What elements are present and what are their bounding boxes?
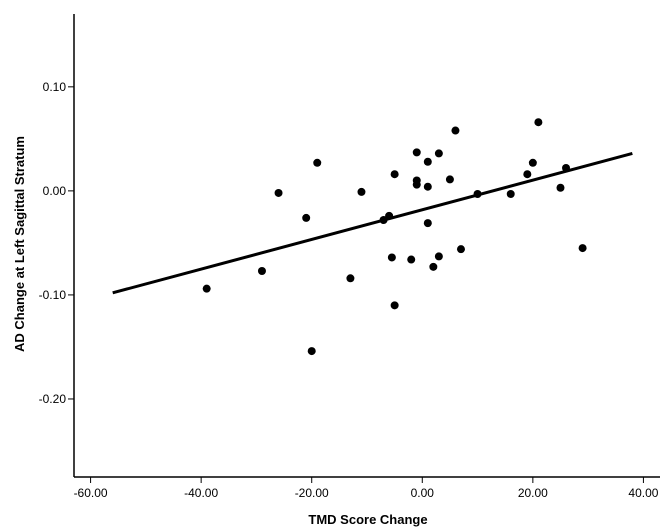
- data-point: [445, 175, 454, 184]
- data-point: [528, 158, 537, 167]
- x-tick-label: 40.00: [628, 486, 658, 500]
- data-point: [307, 347, 316, 356]
- plot-layer: -60.00 -40.00 -20.00 0.00 20.00 40.00 -0.20 -0.…: [39, 80, 659, 500]
- x-tick-label: 20.00: [518, 486, 548, 500]
- data-point: [534, 118, 543, 127]
- data-point: [412, 148, 421, 157]
- data-point: [387, 253, 396, 262]
- y-tick-label: 0.10: [43, 80, 67, 94]
- data-point: [390, 301, 399, 310]
- data-point: [390, 170, 399, 179]
- data-point: [202, 284, 211, 293]
- x-tick-label: -60.00: [74, 486, 108, 500]
- data-point: [313, 158, 322, 167]
- regression-line: [112, 151, 633, 295]
- y-tick-label: -0.20: [39, 392, 67, 406]
- data-point: [578, 244, 587, 253]
- data-point: [385, 211, 394, 220]
- data-point: [473, 189, 482, 198]
- data-point: [429, 262, 438, 271]
- data-point: [523, 170, 532, 179]
- data-point: [346, 274, 355, 283]
- data-point: [506, 189, 515, 198]
- data-point: [423, 157, 432, 166]
- data-point: [302, 213, 311, 222]
- x-tick-label: 0.00: [411, 486, 435, 500]
- data-point: [274, 188, 283, 197]
- data-point: [257, 266, 266, 275]
- data-point: [451, 126, 460, 135]
- y-tick-label: 0.00: [43, 184, 67, 198]
- y-axis-title: AD Change at Left Sagittal Stratum: [12, 136, 27, 352]
- data-point: [423, 219, 432, 228]
- data-point: [357, 187, 366, 196]
- data-point: [434, 149, 443, 158]
- data-point: [434, 252, 443, 261]
- x-axis-title: TMD Score Change: [308, 512, 427, 527]
- data-point: [556, 183, 565, 192]
- data-point: [407, 255, 416, 264]
- data-point: [456, 245, 465, 254]
- data-point: [379, 216, 388, 225]
- data-point: [423, 182, 432, 191]
- x-tick-label: -40.00: [184, 486, 218, 500]
- data-point: [412, 180, 421, 189]
- x-tick-label: -20.00: [295, 486, 329, 500]
- y-tick-label: -0.10: [39, 288, 67, 302]
- data-point: [562, 163, 571, 172]
